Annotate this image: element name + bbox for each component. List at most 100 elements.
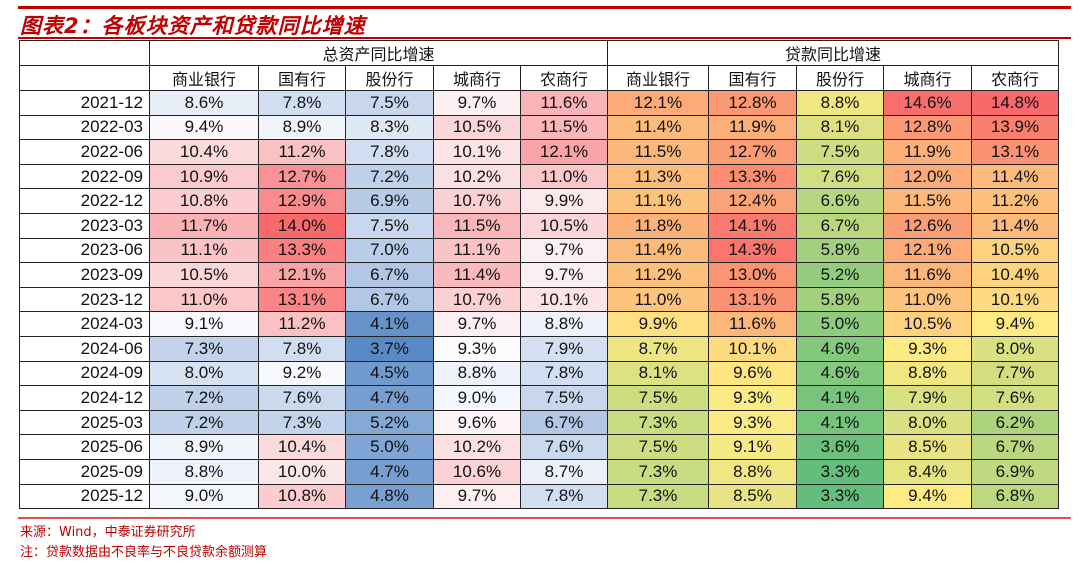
loans-growth-cell: 12.1% [883, 237, 972, 264]
row-label: 2021-12 [19, 90, 150, 116]
loans-growth-cell: 8.8% [796, 90, 884, 116]
assets-growth-cell: 8.8% [520, 311, 608, 337]
table-row: 2025-09 8.8% 10.0% 4.7% 10.6% 8.7% 7.3% 8.8% 3.3… [19, 458, 1059, 485]
assets-growth-cell: 7.9% [520, 335, 608, 362]
assets-growth-cell: 9.3% [433, 335, 521, 362]
assets-growth-cell: 11.5% [520, 114, 608, 141]
assets-growth-cell: 9.0% [433, 385, 521, 411]
assets-growth-cell: 12.9% [258, 188, 346, 214]
assets-growth-cell: 7.8% [345, 139, 434, 165]
assets-growth-cell: 6.7% [520, 409, 608, 436]
row-label: 2025-12 [19, 483, 150, 510]
assets-growth-cell: 9.1% [149, 311, 259, 337]
table-row: 2024-12 7.2% 7.6% 4.7% 9.0% 7.5% 7.5% 9.3% 4.1% 7… [19, 385, 1059, 411]
loans-growth-cell: 3.3% [796, 483, 884, 510]
loans-growth-cell: 10.1% [971, 286, 1059, 313]
loans-growth-cell: 11.3% [607, 163, 709, 190]
loans-growth-cell: 8.5% [708, 483, 797, 510]
loans-growth-cell: 11.4% [607, 114, 709, 141]
assets-growth-cell: 7.6% [520, 434, 608, 460]
assets-growth-cell: 7.8% [520, 360, 608, 387]
row-label: 2022-03 [19, 114, 150, 141]
loans-growth-cell: 6.9% [971, 458, 1059, 485]
row-label: 2024-09 [19, 360, 150, 387]
assets-growth-cell: 4.1% [345, 311, 434, 337]
assets-growth-cell: 7.8% [520, 483, 608, 510]
assets-growth-cell: 7.8% [258, 335, 346, 362]
assets-growth-cell: 10.5% [149, 262, 259, 288]
assets-growth-cell: 8.3% [345, 114, 434, 141]
assets-growth-cell: 11.2% [258, 311, 346, 337]
loans-growth-cell: 14.1% [708, 212, 797, 239]
row-label: 2022-12 [19, 188, 150, 214]
assets-growth-cell: 9.0% [149, 483, 259, 510]
loans-growth-cell: 6.6% [796, 188, 884, 214]
table-row: 2023-03 11.7% 14.0% 7.5% 11.5% 10.5% 11.8% 14.1… [19, 212, 1059, 239]
row-label: 2025-03 [19, 409, 150, 436]
footer-rule [18, 517, 1071, 519]
table-row: 2021-12 8.6% 7.8% 7.5% 9.7% 11.6% 12.1% 12.8% 8.… [19, 90, 1059, 116]
assets-growth-cell: 9.7% [520, 262, 608, 288]
loans-growth-cell: 3.3% [796, 458, 884, 485]
loans-growth-cell: 9.1% [708, 434, 797, 460]
loans-growth-cell: 12.1% [607, 90, 709, 116]
table-row: 2023-09 10.5% 12.1% 6.7% 11.4% 9.7% 11.2% 13.0%… [19, 262, 1059, 288]
loans-growth-cell: 5.8% [796, 237, 884, 264]
column-header-assets: 商业银行 [149, 65, 259, 91]
title-bottom-rule [18, 37, 1071, 39]
assets-growth-cell: 13.3% [258, 237, 346, 264]
column-header-assets: 农商行 [520, 65, 608, 91]
assets-growth-cell: 11.4% [433, 262, 521, 288]
column-header-loans: 商业银行 [607, 65, 709, 91]
loans-growth-cell: 4.1% [796, 385, 884, 411]
assets-growth-cell: 10.0% [258, 458, 346, 485]
row-label: 2022-09 [19, 163, 150, 190]
loans-growth-cell: 7.3% [607, 458, 709, 485]
loans-growth-cell: 7.3% [607, 409, 709, 436]
loans-growth-cell: 11.8% [607, 212, 709, 239]
assets-growth-cell: 8.9% [258, 114, 346, 141]
loans-growth-cell: 14.3% [708, 237, 797, 264]
assets-growth-cell: 10.7% [433, 286, 521, 313]
loans-growth-cell: 10.1% [708, 335, 797, 362]
assets-growth-cell: 10.7% [433, 188, 521, 214]
table-row: 2023-12 11.0% 13.1% 6.7% 10.7% 10.1% 11.0% 13.1… [19, 286, 1059, 313]
loans-growth-cell: 10.5% [971, 237, 1059, 264]
loans-growth-cell: 9.3% [708, 409, 797, 436]
assets-growth-cell: 7.5% [345, 90, 434, 116]
loans-growth-cell: 10.4% [971, 262, 1059, 288]
assets-growth-cell: 4.5% [345, 360, 434, 387]
loans-growth-cell: 13.9% [971, 114, 1059, 141]
table-row: 2023-06 11.1% 13.3% 7.0% 11.1% 9.7% 11.4% 14.3%… [19, 237, 1059, 264]
table-row: 2024-09 8.0% 9.2% 4.5% 8.8% 7.8% 8.1% 9.6% 4.6% 8… [19, 360, 1059, 387]
assets-growth-cell: 9.7% [433, 483, 521, 510]
assets-growth-cell: 7.8% [258, 90, 346, 116]
loans-growth-cell: 9.9% [607, 311, 709, 337]
assets-growth-cell: 10.2% [433, 434, 521, 460]
loans-growth-cell: 11.2% [607, 262, 709, 288]
loans-growth-cell: 5.0% [796, 311, 884, 337]
loans-growth-cell: 11.2% [971, 188, 1059, 214]
table-row: 2024-06 7.3% 7.8% 3.7% 9.3% 7.9% 8.7% 10.1% 4.6%… [19, 335, 1059, 362]
footnote: 注：贷款数据由不良率与不良贷款余额测算 [20, 545, 268, 560]
assets-growth-cell: 4.7% [345, 458, 434, 485]
loans-growth-cell: 9.4% [971, 311, 1059, 337]
loans-growth-cell: 8.0% [971, 335, 1059, 362]
column-header-assets: 城商行 [433, 65, 521, 91]
column-header-loans: 农商行 [971, 65, 1059, 91]
assets-growth-cell: 7.2% [149, 409, 259, 436]
loans-growth-cell: 7.3% [607, 483, 709, 510]
assets-growth-cell: 10.6% [433, 458, 521, 485]
loans-growth-cell: 11.9% [708, 114, 797, 141]
assets-growth-cell: 11.5% [433, 212, 521, 239]
table-row: 2025-06 8.9% 10.4% 5.0% 10.2% 7.6% 7.5% 9.1% 3.6… [19, 434, 1059, 460]
table-row: 2025-03 7.2% 7.3% 5.2% 9.6% 6.7% 7.3% 9.3% 4.1% 8… [19, 409, 1059, 436]
loans-growth-cell: 4.1% [796, 409, 884, 436]
assets-growth-cell: 10.5% [433, 114, 521, 141]
assets-growth-cell: 11.0% [520, 163, 608, 190]
assets-growth-cell: 7.3% [258, 409, 346, 436]
growth-table: 总资产同比增速 贷款同比增速 商业银行 国有行 股份行 城商行 农商行 商业银行 国有行 股份… [19, 40, 1059, 510]
assets-growth-cell: 9.7% [520, 237, 608, 264]
row-label: 2023-06 [19, 237, 150, 264]
loans-growth-cell: 6.7% [796, 212, 884, 239]
